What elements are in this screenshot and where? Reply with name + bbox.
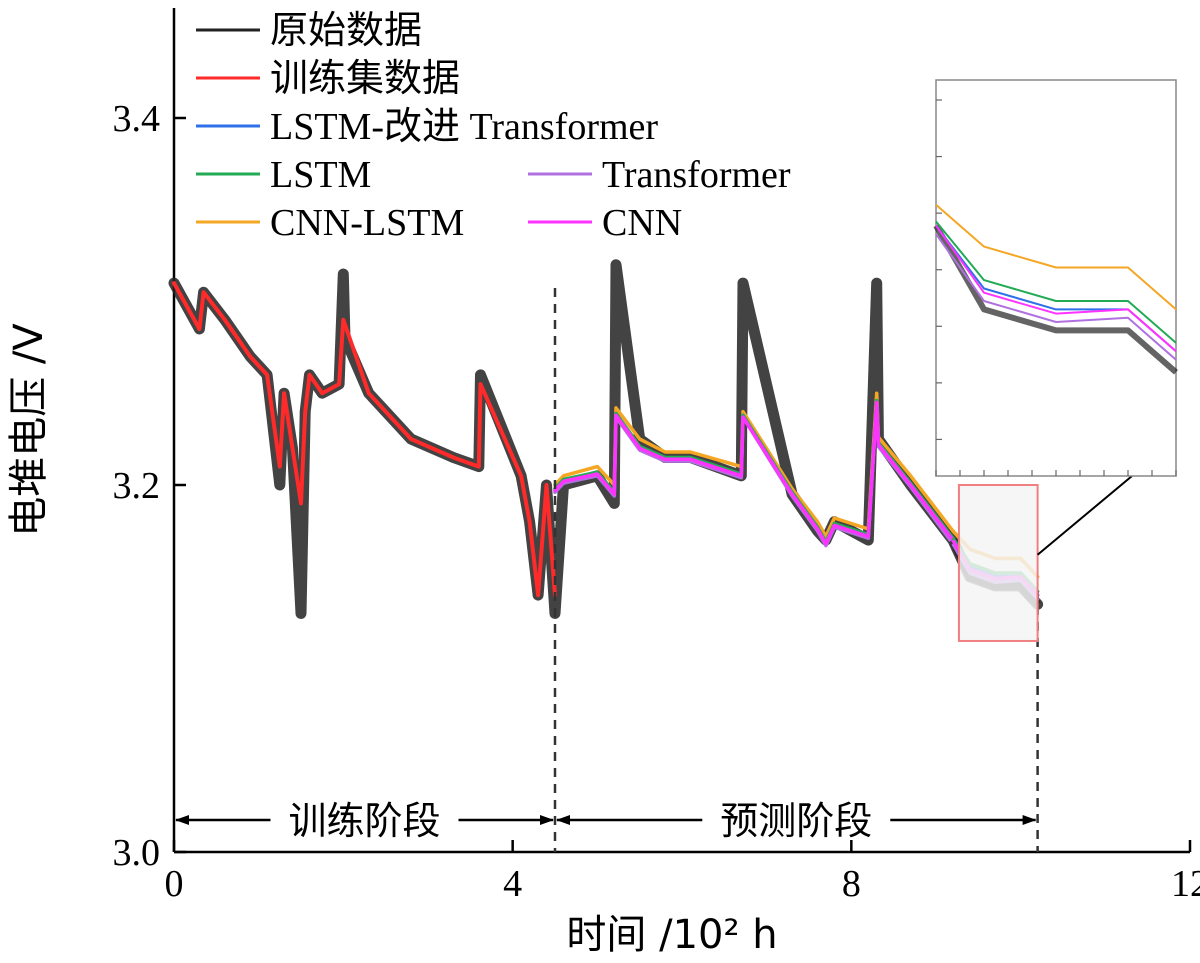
inset-series-5 — [935, 233, 1177, 361]
phase-label-0: 训练阶段 — [288, 799, 440, 843]
series-line-1 — [172, 281, 557, 598]
legend-label-4: Transformer — [602, 154, 791, 196]
inset-series-2 — [935, 203, 1177, 311]
x-tick-label-0: 0 — [165, 863, 184, 905]
inset-series-6 — [935, 225, 1177, 353]
zoom-box — [957, 484, 1039, 642]
legend-label-5: CNN-LSTM — [270, 202, 464, 244]
series-layer — [168, 259, 1044, 619]
x-tick-label-2: 8 — [842, 863, 861, 905]
ticks: 0 4 8 12 3.0 3.2 3.4 — [113, 98, 1200, 905]
legend-label-0: 原始数据 — [270, 10, 422, 52]
legend-label-6: CNN — [602, 202, 682, 244]
legend-label-1: 训练集数据 — [270, 58, 460, 100]
phase-layer: 训练阶段 预测阶段 — [175, 799, 1037, 843]
x-tick-label-1: 4 — [503, 863, 522, 905]
legend-label-3: LSTM — [270, 154, 371, 196]
y-tick-label-2: 3.4 — [113, 98, 161, 140]
y-tick-label-1: 3.2 — [113, 465, 161, 507]
inset-series-0 — [933, 224, 1178, 375]
y-tick-label-0: 3.0 — [113, 832, 161, 874]
zoom-connector — [1036, 475, 1133, 556]
inset-plot — [933, 79, 1178, 477]
phase-label-1: 预测阶段 — [720, 799, 872, 843]
y-axis-title: 电堆电压 /V — [6, 323, 52, 537]
inset-series-4 — [935, 220, 1177, 344]
x-tick-label-3: 12 — [1171, 863, 1200, 905]
x-axis-title: 时间 /10² h — [566, 912, 777, 958]
legend-label-2: LSTM-改进 Transformer — [270, 106, 658, 148]
